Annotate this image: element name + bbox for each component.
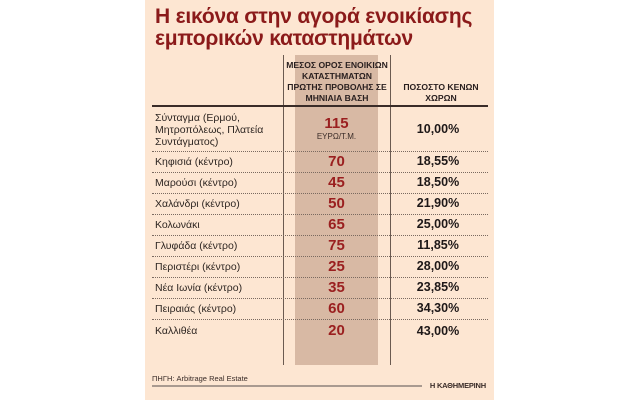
rent-price-value: 35 <box>328 279 345 296</box>
area-name: Πειραιάς (κέντρο) <box>155 302 237 315</box>
table-row: Γλυφάδα (κέντρο) 75 11,85% <box>152 235 488 257</box>
rent-price: 45 <box>295 174 378 191</box>
table-row: Μαρούσι (κέντρο) 45 18,50% <box>152 172 488 194</box>
table-row: Κολωνάκι 65 25,00% <box>152 214 488 236</box>
rent-price-value: 70 <box>328 153 345 170</box>
vacancy-rate: 43,00% <box>416 324 460 338</box>
vacancy-rate: 21,90% <box>416 196 460 210</box>
table-row: Χαλάνδρι (κέντρο) 50 21,90% <box>152 193 488 215</box>
area-name: Νέα Ιωνία (κέντρο) <box>155 281 243 294</box>
rent-price: 70 <box>295 153 378 170</box>
rent-price: 75 <box>295 237 378 254</box>
rent-price-value: 75 <box>328 237 345 254</box>
rent-unit: ΕΥΡΩ/Τ.Μ. <box>316 132 357 141</box>
area-name: Γλυφάδα (κέντρο) <box>155 239 238 252</box>
rent-price-value: 115 <box>324 115 349 132</box>
rent-price: 60 <box>295 300 378 317</box>
vacancy-rate: 18,50% <box>416 175 460 189</box>
source-note: ΠΗΓΗ: Arbitrage Real Estate <box>152 374 248 383</box>
vacancy-rate: 18,55% <box>416 154 460 168</box>
vacancy-rate: 10,00% <box>416 122 460 136</box>
area-name: Καλλιθέα <box>155 325 198 337</box>
publisher-brand: Η ΚΑΘΗΜΕΡΙΝΗ <box>429 381 486 390</box>
rent-price: 115 ΕΥΡΩ/Τ.Μ. <box>295 115 378 142</box>
header-divider <box>152 105 488 107</box>
vacancy-rate: 25,00% <box>416 217 460 231</box>
table-row: Πειραιάς (κέντρο) 60 34,30% <box>152 298 488 320</box>
header-vacancy: ΠΟΣΟΣΤΟ ΚΕΝΩΝ ΧΩΡΩΝ <box>403 82 479 103</box>
infographic-title: Η εικόνα στην αγορά ενοικίασης εμπορικών… <box>155 5 473 50</box>
rent-price: 35 <box>295 279 378 296</box>
table-row: Κηφισιά (κέντρο) 70 18,55% <box>152 151 488 173</box>
area-name: Μαρούσι (κέντρο) <box>155 176 238 189</box>
table-row: Νέα Ιωνία (κέντρο) 35 23,85% <box>152 277 488 299</box>
footer-rule <box>152 385 422 387</box>
area-name: Περιστέρι (κέντρο) <box>155 260 241 273</box>
area-name: Χαλάνδρι (κέντρο) <box>155 197 240 210</box>
column-divider-2 <box>390 55 391 365</box>
rent-price-value: 50 <box>328 195 345 212</box>
rent-price-value: 20 <box>328 322 345 339</box>
vacancy-rate: 23,85% <box>416 280 460 294</box>
area-name: Κολωνάκι <box>155 218 200 231</box>
vacancy-rate: 28,00% <box>416 259 460 273</box>
vacancy-rate: 11,85% <box>417 238 459 252</box>
column-divider-1 <box>283 55 284 365</box>
rent-price: 65 <box>295 216 378 233</box>
infographic-panel: Η εικόνα στην αγορά ενοικίασης εμπορικών… <box>145 0 494 400</box>
header-price: ΜΕΣΟΣ ΟΡΟΣ ΕΝΟΙΚΙΩΝ ΚΑΤΑΣΤΗΜΑΤΩΝ ΠΡΩΤΗΣ … <box>286 60 388 103</box>
rent-price-value: 25 <box>328 258 345 275</box>
table-row: Περιστέρι (κέντρο) 25 28,00% <box>152 256 488 278</box>
table-row: Σύνταγμα (Ερμού, Μητροπόλεως, Πλατεία Συ… <box>152 107 488 152</box>
vacancy-rate: 34,30% <box>416 301 460 315</box>
rent-price-value: 45 <box>328 174 345 191</box>
table-row: Καλλιθέα 20 43,00% <box>152 319 488 343</box>
rent-price: 50 <box>295 195 378 212</box>
area-name: Κηφισιά (κέντρο) <box>155 155 233 168</box>
rent-price: 20 <box>295 321 378 341</box>
area-name: Σύνταγμα (Ερμού, Μητροπόλεως, Πλατεία Συ… <box>155 112 264 148</box>
rent-price-value: 60 <box>328 300 345 317</box>
rent-price: 25 <box>295 258 378 275</box>
rent-price-value: 65 <box>328 216 345 233</box>
